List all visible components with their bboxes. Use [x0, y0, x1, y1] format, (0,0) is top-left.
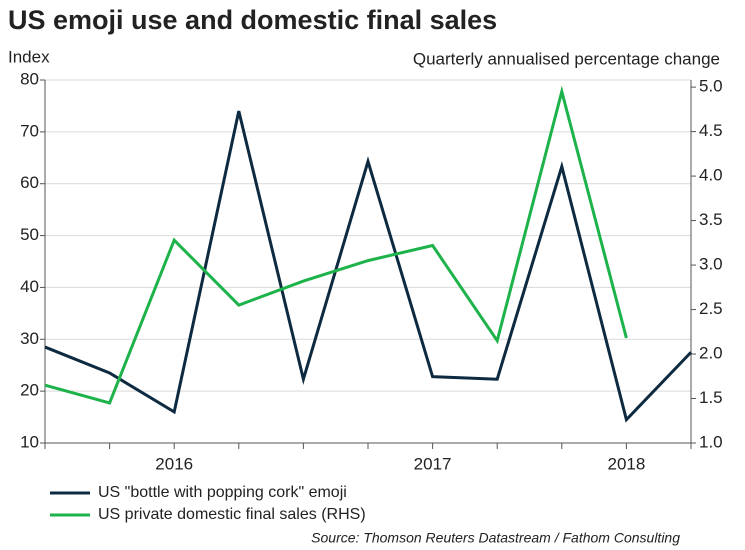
y-tick-label: 10: [20, 432, 39, 451]
y-axis-label: Index: [8, 47, 50, 66]
x-tick-label: 2018: [607, 454, 645, 473]
y-tick-label: 60: [20, 173, 39, 192]
y2-tick-label: 3.5: [699, 210, 723, 229]
y-tick-label: 80: [20, 69, 39, 88]
x-tick-label: 2016: [155, 454, 193, 473]
series-line: [44, 85, 628, 405]
series-line: [44, 110, 693, 423]
y-tick-label: 40: [20, 277, 39, 296]
chart-title: US emoji use and domestic final sales: [8, 5, 497, 35]
y2-tick-label: 4.0: [699, 166, 723, 185]
y2-tick-label: 1.0: [699, 432, 723, 451]
y2-tick-label: 2.5: [699, 299, 723, 318]
x-tick-label: 2017: [414, 454, 452, 473]
y-tick-label: 30: [20, 329, 39, 348]
y2-tick-label: 3.0: [699, 255, 723, 274]
y-tick-label: 20: [20, 381, 39, 400]
legend-label: US "bottle with popping cork" emoji: [98, 484, 347, 501]
y2-tick-label: 1.5: [699, 388, 723, 407]
y-tick-label: 70: [20, 121, 39, 140]
y2-tick-label: 4.5: [699, 121, 723, 140]
y2-tick-label: 5.0: [699, 77, 723, 96]
legend-label: US private domestic final sales (RHS): [98, 506, 366, 523]
y-tick-label: 50: [20, 225, 39, 244]
y2-axis-label: Quarterly annualised percentage change: [413, 49, 720, 68]
y2-tick-label: 2.0: [699, 344, 723, 363]
source: Source: Thomson Reuters Datastream / Fat…: [311, 530, 680, 546]
